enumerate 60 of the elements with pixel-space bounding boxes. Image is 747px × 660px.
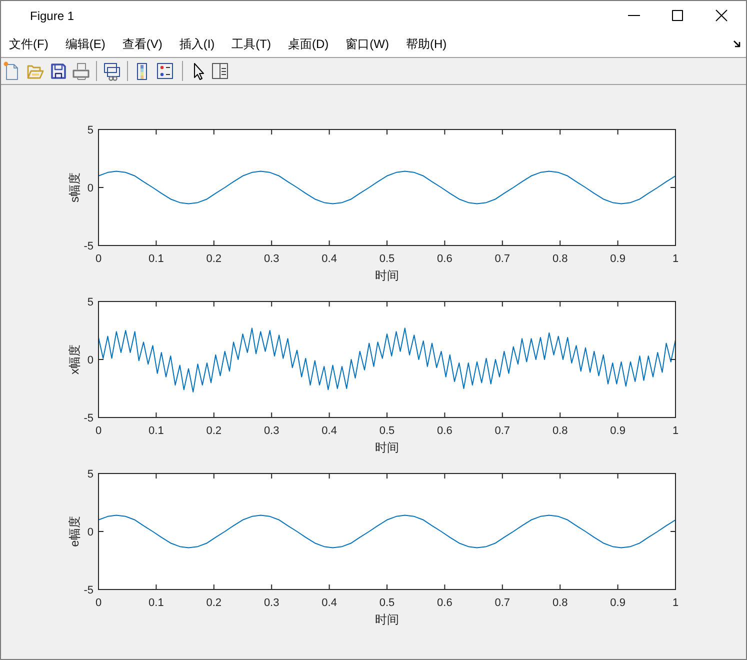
line-series bbox=[98, 328, 676, 392]
x-tick-label: 0.9 bbox=[610, 425, 626, 437]
x-tick-label: 0.9 bbox=[610, 597, 626, 609]
x-tick-label: 0.3 bbox=[264, 597, 280, 609]
y-tick-label: 5 bbox=[87, 468, 94, 480]
x-tick-label: 0.3 bbox=[264, 425, 280, 437]
x-tick-label: 0.8 bbox=[552, 425, 568, 437]
x-tick-label: 0.1 bbox=[148, 253, 164, 265]
text: 工具(T) bbox=[232, 37, 271, 51]
x-tick-label: 0.7 bbox=[494, 253, 510, 265]
x-tick-label: 0.8 bbox=[552, 253, 568, 265]
text: Figure 1 bbox=[30, 9, 74, 23]
x-tick-label: 1 bbox=[672, 253, 679, 265]
x-tick-label: 0.4 bbox=[322, 597, 337, 609]
x-tick-label: 1 bbox=[672, 425, 679, 437]
x-tick-label: 0.9 bbox=[610, 253, 626, 265]
y-axis-title: e幅度 bbox=[68, 516, 82, 547]
x-tick-label: 0.1 bbox=[148, 597, 164, 609]
x-tick-label: 0 bbox=[95, 253, 102, 265]
x-tick-label: 0.2 bbox=[206, 597, 222, 609]
x-axis-title: 时间 bbox=[375, 440, 399, 454]
x-tick-label: 0.8 bbox=[552, 597, 568, 609]
x-tick-label: 0.6 bbox=[437, 425, 452, 437]
x-tick-label: 0.1 bbox=[148, 425, 164, 437]
y-tick-label: 0 bbox=[87, 182, 94, 194]
line-series bbox=[98, 170, 676, 204]
x-tick-label: 0.4 bbox=[322, 425, 337, 437]
text: 窗口(W) bbox=[346, 37, 389, 51]
y-tick-label: 0 bbox=[87, 354, 94, 366]
x-tick-label: 0 bbox=[95, 597, 102, 609]
y-tick-label: 0 bbox=[87, 526, 94, 538]
x-tick-label: 0.7 bbox=[494, 597, 510, 609]
y-axis-title: s幅度 bbox=[68, 172, 82, 202]
text: 桌面(D) bbox=[288, 37, 329, 51]
x-tick-label: 0.4 bbox=[322, 253, 337, 265]
y-tick-label: 5 bbox=[87, 124, 94, 136]
text: 插入(I) bbox=[179, 37, 215, 51]
x-axis-title: 时间 bbox=[375, 612, 399, 626]
x-tick-label: 0.2 bbox=[206, 425, 222, 437]
text: 编辑(E) bbox=[65, 37, 106, 51]
x-tick-label: 0.3 bbox=[264, 253, 280, 265]
line-series bbox=[98, 514, 676, 548]
x-tick-label: 0.7 bbox=[494, 425, 510, 437]
x-tick-label: 0.5 bbox=[379, 425, 395, 437]
x-tick-label: 0.5 bbox=[379, 253, 395, 265]
text: 查看(V) bbox=[122, 37, 162, 51]
y-tick-label: -5 bbox=[84, 412, 94, 424]
x-tick-label: 1 bbox=[672, 597, 679, 609]
x-axis-title: 时间 bbox=[375, 268, 399, 282]
x-tick-label: 0.5 bbox=[379, 597, 395, 609]
y-tick-label: 5 bbox=[87, 296, 94, 308]
x-tick-label: 0.6 bbox=[437, 597, 452, 609]
y-axis-title: x幅度 bbox=[68, 344, 82, 374]
y-tick-label: -5 bbox=[84, 240, 94, 252]
text: 文件(F) bbox=[9, 37, 48, 51]
x-tick-label: 0.6 bbox=[437, 253, 452, 265]
x-tick-label: 0 bbox=[95, 425, 102, 437]
x-tick-label: 0.2 bbox=[206, 253, 222, 265]
text: 帮助(H) bbox=[406, 37, 447, 51]
y-tick-label: -5 bbox=[84, 584, 94, 596]
